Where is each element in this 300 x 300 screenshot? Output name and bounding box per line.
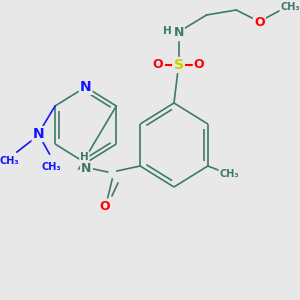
Text: N: N — [81, 163, 92, 176]
Text: O: O — [100, 200, 110, 212]
Text: CH₃: CH₃ — [280, 2, 300, 12]
Text: CH₃: CH₃ — [219, 169, 239, 179]
Text: S: S — [174, 58, 184, 72]
Text: CH₃: CH₃ — [0, 156, 19, 166]
Text: N: N — [173, 26, 184, 40]
Text: O: O — [194, 58, 204, 71]
Text: O: O — [153, 58, 164, 71]
Text: N: N — [80, 80, 92, 94]
Text: H: H — [163, 26, 172, 36]
Text: O: O — [254, 16, 265, 28]
Text: H: H — [80, 152, 89, 162]
Text: N: N — [32, 127, 44, 141]
Text: CH₃: CH₃ — [41, 162, 61, 172]
